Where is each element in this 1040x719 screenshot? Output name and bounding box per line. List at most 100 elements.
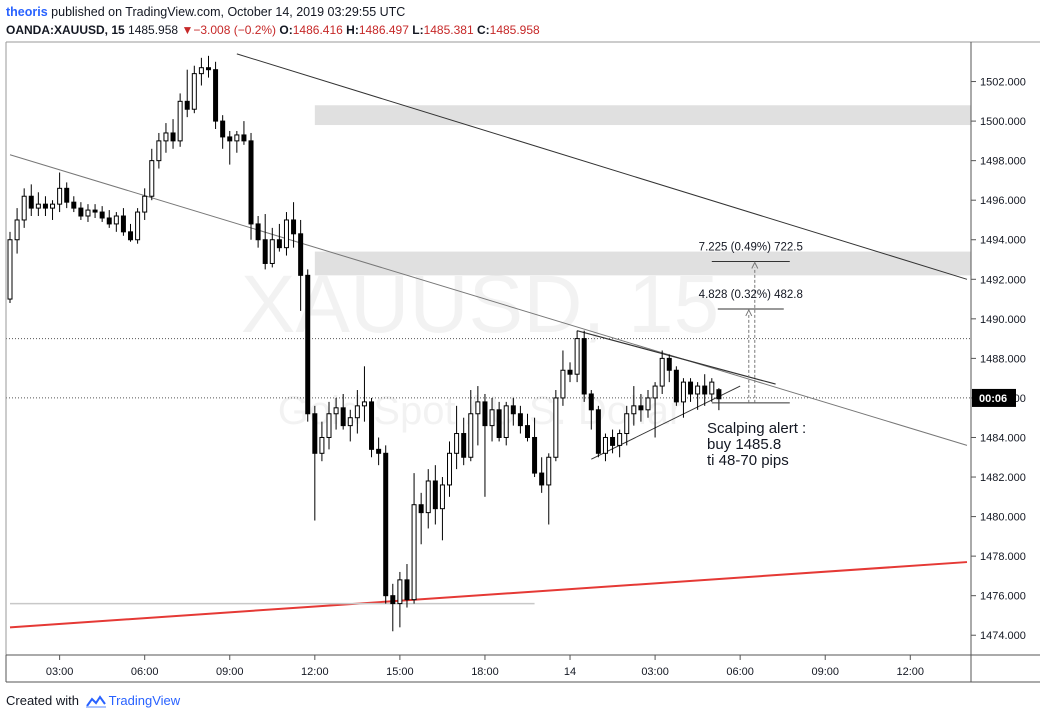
candle-body [695,385,701,395]
x-tick-label: 12:00 [897,666,925,678]
y-tick-label: 1502.000 [980,77,1026,89]
change-value: −3.008 (−0.2%) [193,23,277,37]
candle-body [255,223,261,241]
y-tick-label: 1496.000 [980,195,1026,207]
candle-body [234,134,240,142]
candle-body [361,401,367,407]
candle-body [198,67,204,75]
candle-body [659,357,665,387]
candle-body [57,187,63,205]
x-tick-label: 12:00 [301,666,329,678]
author-link[interactable]: theoris [6,5,48,19]
x-tick-label: 09:00 [811,666,839,678]
candle-body [496,409,502,438]
candle-body [326,413,332,438]
candle-body [354,405,360,419]
last-price: 1485.958 [128,23,179,37]
triangle-top-line[interactable] [576,330,776,385]
tradingview-logo-icon [85,695,106,708]
open-value: 1486.416 [292,23,343,37]
candle-body [85,209,91,217]
y-tick-label: 1488.000 [980,353,1026,365]
candle-body [560,369,566,399]
candle-body [567,369,573,375]
scalping-alert-text: buy 1485.8 [707,436,781,453]
candle-body [113,215,119,225]
candle-body [652,385,658,399]
candle-body [78,207,84,217]
candle-body [482,401,488,427]
candle-body [340,407,346,427]
symbol-label[interactable]: OANDA:XAUUSD, 15 [6,23,125,37]
candle-body [688,381,694,395]
candle-body [319,436,325,454]
candle-body [14,219,20,241]
candle-body [397,579,403,605]
candle-body [142,195,148,213]
publish-line: theoris published on TradingView.com, Oc… [6,5,405,19]
candle-body [553,397,559,458]
candle-body [624,413,630,435]
scalping-alert-text: ti 48-70 pips [707,452,789,469]
candle-body [673,369,679,403]
x-tick-label: 18:00 [471,666,499,678]
candle-body [376,448,382,454]
x-tick-label: 03:00 [46,666,74,678]
candle-body [276,239,282,249]
candle-body [546,456,552,486]
candle-body [50,203,56,209]
tradingview-brand[interactable]: TradingView [108,693,181,708]
resistance-zone[interactable] [314,251,971,276]
down-arrow-icon: ▼ [181,23,194,37]
y-tick-label: 1484.000 [980,432,1026,444]
projections-layer[interactable]: 7.225 (0.49%) 722.5 4.828 (0.32%) 482.8 Sc… [699,241,807,469]
candle-body [21,195,27,221]
candle-body [205,67,211,71]
close-label: C: [476,23,490,37]
y-tick-label: 1480.000 [980,512,1026,524]
middle-downtrend-line[interactable] [9,154,968,446]
candle-body [503,405,509,438]
candle-body [220,120,226,138]
candle-body [524,425,530,438]
candle-body [64,187,70,203]
candle-body [411,504,417,601]
candle-body [532,436,538,474]
candle-body [461,433,467,458]
candle-body [666,357,672,371]
trendlines-layer[interactable] [9,53,968,629]
ohlc-line: OANDA:XAUUSD, 15 1485.958 ▼−3.008 (−0.2%… [6,23,540,37]
candle-body [369,401,375,450]
candle-body [510,405,516,415]
y-tick-label: 1490.000 [980,314,1026,326]
resistance-zone[interactable] [314,105,971,126]
candle-body [432,480,438,510]
candle-body [170,132,176,142]
candle-body [702,385,708,395]
candle-body [709,381,715,395]
watermark-symbol: XAUUSD, 15 [241,259,720,350]
upper-downtrend-line[interactable] [236,53,968,280]
candle-body [588,393,594,411]
candle-body [617,433,623,446]
candle-body [106,217,112,225]
low-value: 1485.381 [423,23,474,37]
candle-body [475,401,481,415]
candles-layer [7,55,722,632]
candle-body [539,472,545,486]
candle-body [248,140,254,225]
x-tick-label: 06:00 [131,666,159,678]
watermark: XAUUSD, 15 Gold Spot / U.S. Dollar [241,259,720,433]
candle-body [439,484,445,510]
candle-body [213,69,219,122]
candle-body [99,211,105,219]
y-tick-label: 1482.000 [980,472,1026,484]
candle-body [156,140,162,162]
scalping-alert-text: Scalping alert : [707,420,806,437]
support-uptrend-line[interactable] [9,561,968,629]
candle-body [454,433,460,454]
created-with-text: Created with [6,693,79,708]
triangle-bottom-line[interactable] [591,385,741,460]
y-tick-label: 1500.000 [980,116,1026,128]
